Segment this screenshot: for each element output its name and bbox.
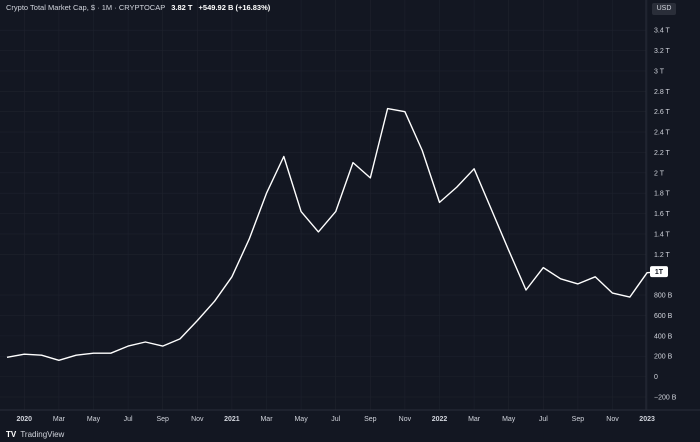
y-tick-label: 2 T: [654, 170, 665, 177]
x-tick-label: Nov: [191, 416, 204, 423]
tradingview-brand[interactable]: TV TradingView: [6, 430, 64, 439]
y-tick-label: 1.8 T: [654, 191, 671, 198]
x-tick-label: Jul: [124, 416, 133, 423]
x-tick-label: Sep: [156, 416, 169, 423]
y-tick-label: 1.4 T: [654, 231, 671, 238]
x-tick-label: Mar: [260, 416, 273, 423]
legend-symbol: Crypto Total Market Cap, $ · 1M · CRYPTO…: [6, 3, 166, 12]
series-layer: [6, 107, 665, 361]
y-tick-label: −200 B: [654, 395, 677, 402]
x-tick-label: Jul: [539, 416, 548, 423]
x-tick-label: Mar: [53, 416, 66, 423]
x-tick-label: May: [87, 416, 101, 423]
y-tick-label: 200 B: [654, 354, 673, 361]
x-axis: 2020 Mar May Jul Sep Nov 2021 Mar May Jul Sep Nov 20…: [17, 416, 655, 423]
y-tick-label: 800 B: [654, 293, 673, 300]
tradingview-logo-icon: TV: [6, 430, 17, 439]
x-tick-label: 2023: [639, 416, 655, 423]
y-axis: 3.4 T 3.2 T 3 T 2.8 T 2.6 T 2.4 T 2.2 T 2 T 1.8 …: [654, 28, 677, 402]
y-tick-label: 600 B: [654, 313, 673, 320]
y-tick-label: 3.4 T: [654, 28, 671, 35]
y-tick-label: 2.8 T: [654, 89, 671, 96]
currency-button[interactable]: USD: [652, 3, 676, 15]
y-tick-label: 2.6 T: [654, 109, 671, 116]
last-value-marker: 1T: [650, 266, 668, 278]
last-value-badge: [650, 266, 668, 278]
chart-legend: Crypto Total Market Cap, $ · 1M · CRYPTO…: [6, 3, 270, 12]
y-tick-label: 3 T: [654, 68, 665, 75]
x-tick-label: Nov: [399, 416, 412, 423]
y-tick-label: 400 B: [654, 333, 673, 340]
y-tick-label: 3.2 T: [654, 48, 671, 55]
y-tick-label: 2.4 T: [654, 130, 671, 137]
brand-name: TradingView: [20, 430, 65, 439]
x-tick-label: 2022: [432, 416, 448, 423]
x-tick-label: May: [502, 416, 516, 423]
y-tick-label: 0: [654, 374, 658, 381]
x-tick-label: Mar: [468, 416, 481, 423]
x-tick-label: Nov: [606, 416, 619, 423]
series-line: [6, 107, 665, 361]
x-tick-label: 2020: [17, 416, 33, 423]
x-tick-label: Sep: [572, 416, 585, 423]
x-tick-label: Jul: [331, 416, 340, 423]
x-tick-label: 2021: [224, 416, 240, 423]
grid-layer: [0, 0, 648, 410]
y-tick-label: 1.6 T: [654, 211, 671, 218]
last-value-label: 1T: [655, 269, 664, 276]
y-tick-label: 1.2 T: [654, 252, 671, 259]
legend-change: +549.92 B (+16.83%): [198, 3, 271, 12]
x-tick-label: Sep: [364, 416, 377, 423]
y-tick-label: 2.2 T: [654, 150, 671, 157]
x-tick-label: May: [294, 416, 308, 423]
legend-value: 3.82 T: [171, 3, 193, 12]
